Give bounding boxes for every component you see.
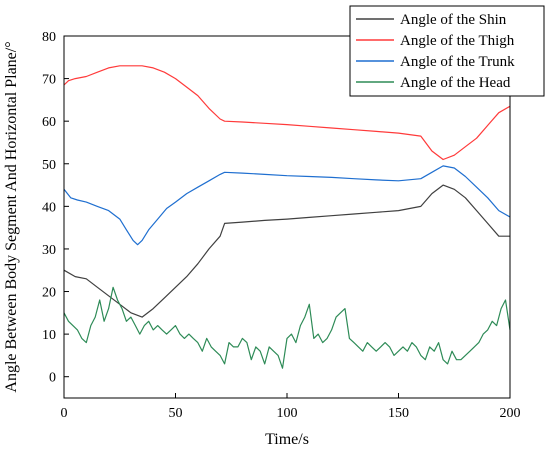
y-axis: 0 10 20 30 40 50 60 70 80 bbox=[42, 30, 69, 386]
series-line-2 bbox=[63, 65, 511, 161]
y-tick-label: 30 bbox=[42, 243, 56, 258]
x-tick-label: 100 bbox=[277, 406, 298, 421]
plot-area bbox=[63, 65, 511, 369]
series-line-3 bbox=[63, 165, 511, 246]
legend-label-3: Angle of the Trunk bbox=[400, 54, 515, 70]
y-tick-label: 0 bbox=[49, 371, 56, 386]
series-line-1 bbox=[63, 184, 510, 318]
y-tick-label: 70 bbox=[42, 73, 56, 88]
legend-label-1: Angle of the Shin bbox=[400, 12, 507, 28]
legend: Angle of the Shin Angle of the Thigh Angle… bbox=[349, 5, 545, 97]
x-tick-label: 0 bbox=[61, 406, 68, 421]
series-line-4 bbox=[63, 286, 511, 369]
x-tick-label: 200 bbox=[500, 406, 521, 421]
y-tick-label: 10 bbox=[42, 328, 56, 343]
x-axis: 0 50 100 150 200 bbox=[61, 393, 521, 421]
x-tick-label: 150 bbox=[388, 406, 409, 421]
legend-label-4: Angle of the Head bbox=[400, 75, 511, 91]
y-axis-label: Angle Between Body Segment And Horizonta… bbox=[3, 41, 20, 392]
y-tick-label: 20 bbox=[42, 286, 56, 301]
legend-label-2: Angle of the Thigh bbox=[400, 33, 515, 49]
y-tick-label: 60 bbox=[42, 115, 56, 130]
legend-box bbox=[349, 5, 545, 97]
x-axis-label: Time/s bbox=[265, 431, 309, 448]
y-tick-label: 50 bbox=[42, 158, 56, 173]
y-tick-label: 80 bbox=[42, 30, 56, 45]
x-tick-label: 50 bbox=[169, 406, 183, 421]
y-tick-label: 40 bbox=[42, 200, 56, 215]
